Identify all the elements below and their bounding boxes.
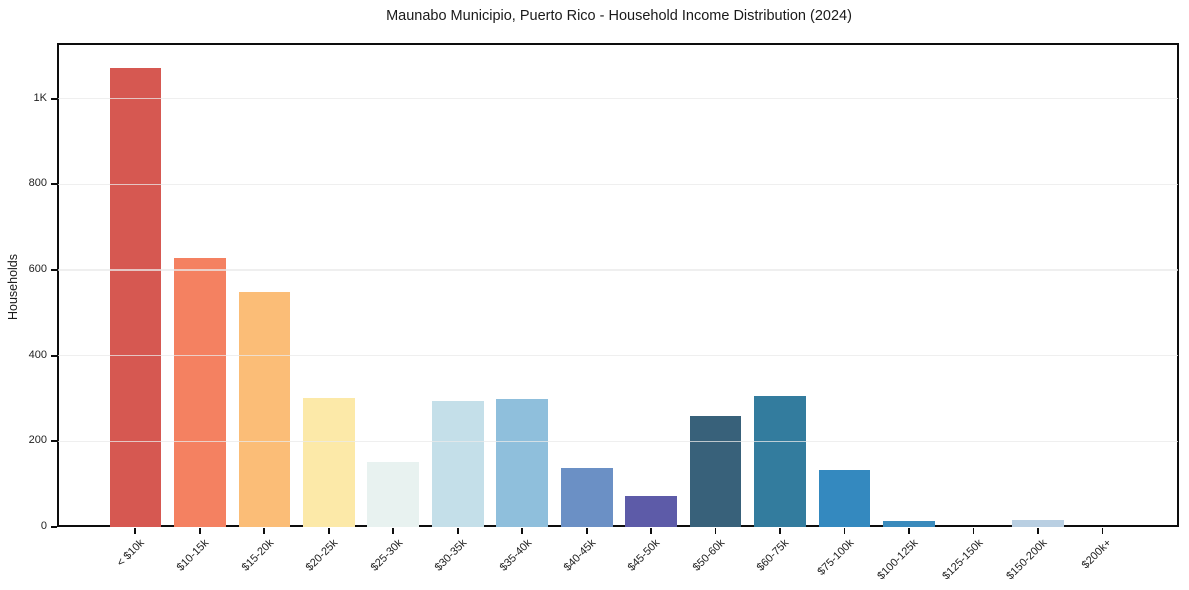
bar <box>883 521 935 527</box>
x-tick-label: $15-20k <box>239 537 276 574</box>
x-tick-label: $150-200k <box>1004 537 1050 583</box>
bar <box>431 400 484 527</box>
bar <box>238 291 291 527</box>
y-tick-label: 1K <box>33 91 47 104</box>
x-tick-label: $100-125k <box>875 537 921 583</box>
y-tick-label: 0 <box>40 520 47 532</box>
bar <box>689 415 742 527</box>
x-tick-label: $35-40k <box>497 537 534 574</box>
x-tick-label: $60-75k <box>755 537 792 574</box>
y-tick-label: 800 <box>28 177 47 190</box>
bar <box>496 398 549 527</box>
y-tick <box>51 269 57 271</box>
x-tick <box>1037 528 1039 534</box>
x-tick-label: $25-30k <box>368 537 405 574</box>
bar <box>818 469 871 527</box>
gridline <box>58 98 1178 100</box>
x-tick <box>843 528 846 534</box>
x-tick <box>456 528 459 534</box>
y-tick-label: 200 <box>28 434 47 447</box>
plot-layer <box>58 44 1178 527</box>
y-tick <box>51 440 57 443</box>
y-tick <box>51 354 57 357</box>
x-tick-label: $20-25k <box>303 537 341 574</box>
y-tick-label: 400 <box>28 348 47 361</box>
bar <box>625 496 677 527</box>
x-tick-label: $50-60k <box>690 537 728 574</box>
x-tick-label: $40-45k <box>561 537 599 574</box>
x-tick <box>908 528 910 534</box>
x-tick <box>134 528 137 534</box>
x-tick <box>198 528 201 534</box>
gridline <box>58 269 1178 271</box>
x-tick-label: $125-150k <box>939 537 986 583</box>
y-axis-label-text: Households <box>6 253 20 321</box>
y-tick <box>51 526 57 528</box>
y-tick <box>51 97 57 100</box>
gridline <box>58 440 1178 443</box>
x-tick <box>1101 528 1104 534</box>
y-tick-label: 600 <box>28 263 47 276</box>
x-tick <box>521 528 524 534</box>
bar <box>109 67 162 527</box>
x-tick-label: $45-50k <box>626 537 663 574</box>
x-tick-label: $30-35k <box>432 537 470 574</box>
x-tick-label: $75-100k <box>815 537 857 578</box>
gridline <box>58 355 1178 357</box>
chart-title: Maunabo Municipio, Puerto Rico - Househo… <box>386 8 852 24</box>
x-tick <box>779 528 781 534</box>
x-tick-label: $10-15k <box>174 537 212 574</box>
x-tick <box>327 528 330 534</box>
bar <box>754 395 806 527</box>
x-tick <box>585 528 588 534</box>
bar <box>1012 520 1064 527</box>
x-tick <box>972 528 975 534</box>
bar <box>367 461 420 527</box>
bar <box>303 397 355 527</box>
y-tick <box>51 183 57 186</box>
x-tick <box>392 528 395 534</box>
bar <box>174 258 226 527</box>
x-tick <box>650 528 652 534</box>
x-tick <box>714 528 717 534</box>
bar <box>560 467 613 527</box>
x-tick-label: < $10k <box>114 537 147 570</box>
gridline <box>58 183 1178 186</box>
x-tick-label: $200k+ <box>1079 537 1115 572</box>
x-tick <box>263 528 266 534</box>
